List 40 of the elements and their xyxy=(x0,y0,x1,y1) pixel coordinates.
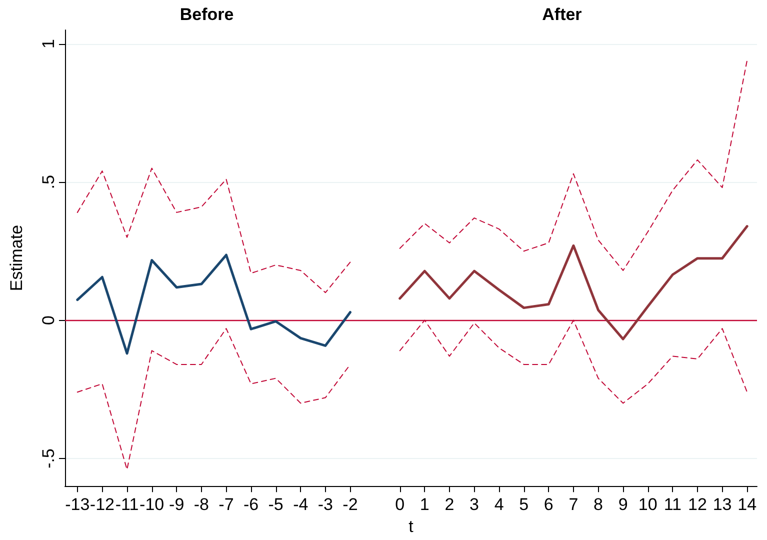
line-series xyxy=(399,60,748,271)
x-tick-label: -5 xyxy=(268,495,284,514)
x-tick-label: -9 xyxy=(169,495,184,514)
x-tick-label: 14 xyxy=(738,495,757,514)
x-tick-label: 10 xyxy=(638,495,658,514)
x-tick-label: 3 xyxy=(470,495,479,514)
x-tick-label: 2 xyxy=(444,495,454,514)
x-tick-label: 1 xyxy=(420,495,430,514)
x-tick-label: -12 xyxy=(90,495,114,514)
x-tick-label: -8 xyxy=(194,495,209,514)
text: Before xyxy=(180,5,234,24)
y-tick-label: -.5 xyxy=(39,448,58,468)
x-tick-label: 6 xyxy=(544,495,554,514)
x-tick-label: 11 xyxy=(664,495,682,514)
line-series xyxy=(76,328,351,470)
x-tick-label: 13 xyxy=(712,495,732,514)
x-tick-label: -2 xyxy=(342,495,358,514)
x-tick-label: -13 xyxy=(65,495,90,514)
x-tick-label: -7 xyxy=(218,495,234,514)
x-axis-title: t xyxy=(408,517,414,536)
x-tick-label: 7 xyxy=(568,495,578,514)
x-tick-label: -11 xyxy=(115,495,139,514)
x-tick-label: -10 xyxy=(140,495,164,514)
line-series xyxy=(76,168,351,294)
x-tick-label: 12 xyxy=(688,495,707,514)
x-tick-label: 5 xyxy=(519,495,529,514)
x-tick-label: -4 xyxy=(293,495,308,514)
line-series xyxy=(398,225,748,340)
x-tick-label: -6 xyxy=(243,495,259,514)
y-tick-label: .5 xyxy=(39,174,58,190)
x-tick-label: 8 xyxy=(594,495,603,514)
text: After xyxy=(542,5,582,24)
y-axis-title: Estimate xyxy=(7,224,26,292)
x-tick-label: 4 xyxy=(494,495,504,514)
y-tick-label: 1 xyxy=(39,39,58,49)
y-tick-label: 0 xyxy=(39,316,58,325)
line-series xyxy=(76,254,352,355)
x-tick-label: -3 xyxy=(318,495,333,514)
x-tick-label: 9 xyxy=(618,495,628,514)
x-tick-label: 0 xyxy=(395,495,405,514)
